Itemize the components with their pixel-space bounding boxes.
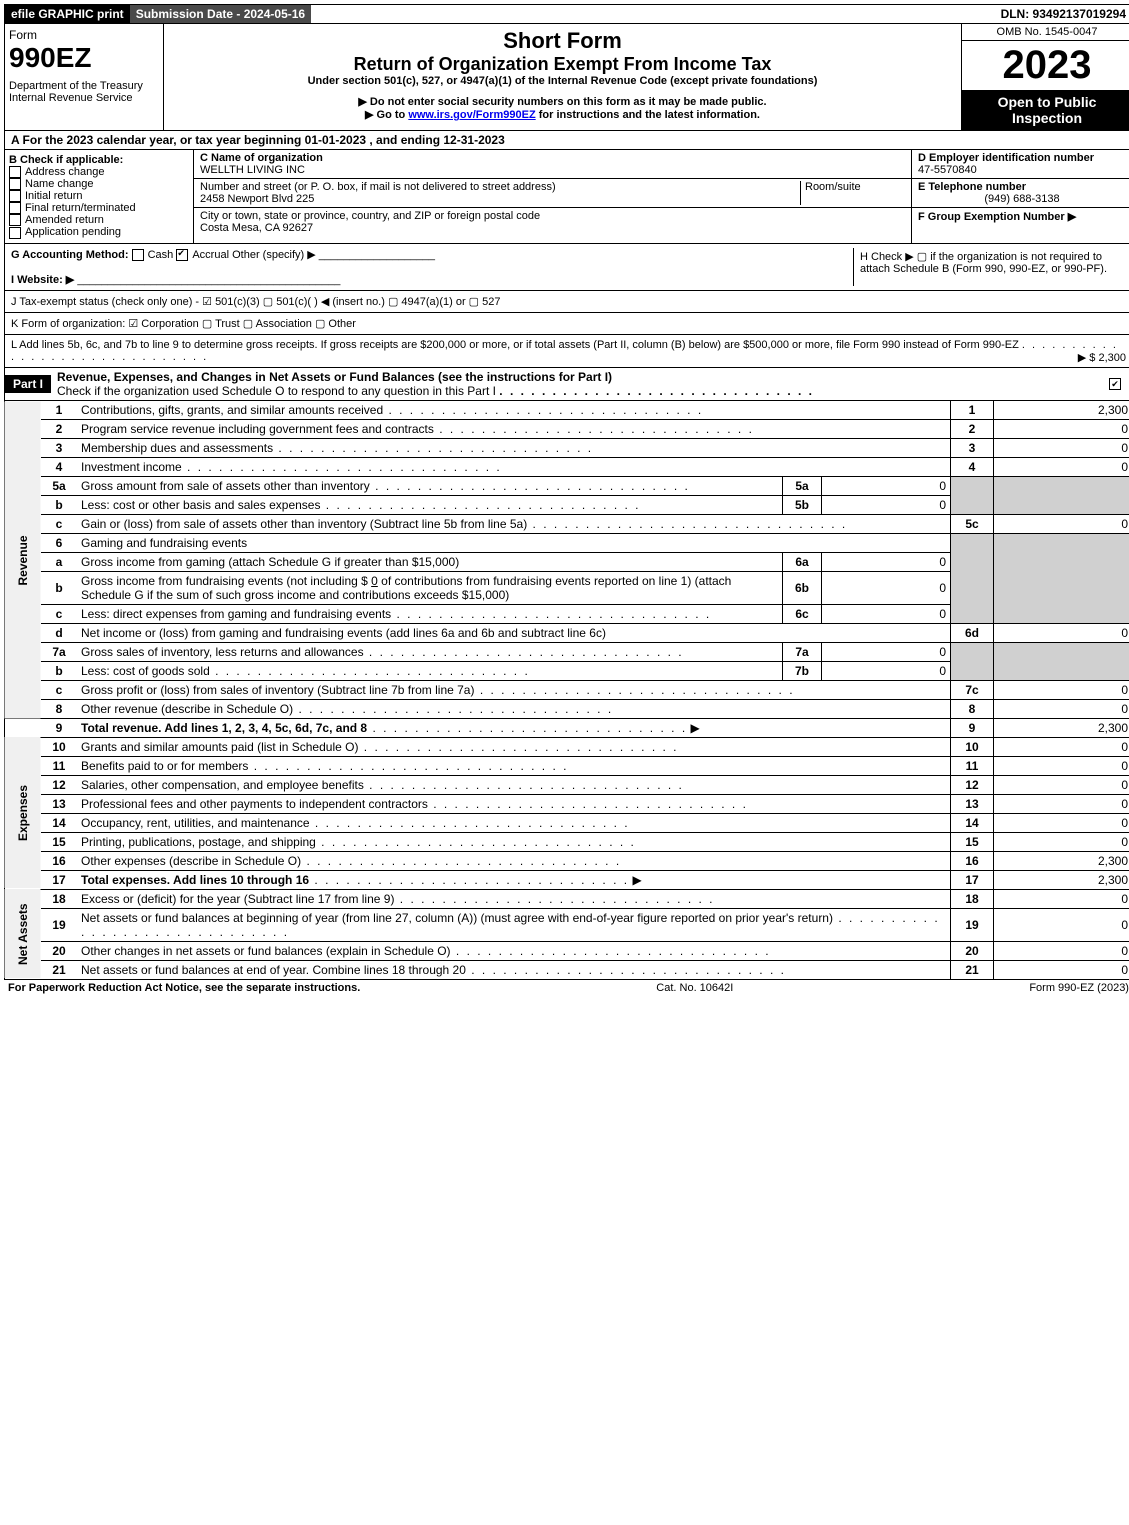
cb-name-change[interactable] <box>9 178 21 190</box>
goto-instructions: ▶ Go to www.irs.gov/Form990EZ for instru… <box>168 108 957 121</box>
cat-no: Cat. No. 10642I <box>656 982 733 994</box>
cb-initial-return[interactable] <box>9 190 21 202</box>
expenses-label: Expenses <box>5 737 42 889</box>
group-exemption-label: F Group Exemption Number ▶ <box>918 211 1076 223</box>
l-gross-receipts: L Add lines 5b, 6c, and 7b to line 9 to … <box>4 335 1129 368</box>
l-amount: ▶ $ 2,300 <box>1078 351 1126 364</box>
form-number: 990EZ <box>9 42 159 74</box>
form-word: Form <box>9 28 159 42</box>
cb-cash[interactable] <box>132 249 144 261</box>
row-g-h: G Accounting Method: Cash Accrual Other … <box>4 244 1129 291</box>
submission-date: Submission Date - 2024-05-16 <box>130 5 311 23</box>
cb-amended[interactable] <box>9 214 21 226</box>
omb-number: OMB No. 1545-0047 <box>962 24 1129 41</box>
title-return: Return of Organization Exempt From Incom… <box>168 54 957 75</box>
street-label: Number and street (or P. O. box, if mail… <box>200 181 556 193</box>
info-grid: B Check if applicable: Address change Na… <box>4 150 1129 244</box>
open-public: Open to Public Inspection <box>962 90 1129 130</box>
cb-final-return[interactable] <box>9 202 21 214</box>
ssn-warning: ▶ Do not enter social security numbers o… <box>168 95 957 108</box>
part-i-label: Part I <box>5 375 51 393</box>
c-name-label: C Name of organization <box>200 152 323 164</box>
tax-year: 2023 <box>962 41 1129 90</box>
h-schedule-b: H Check ▶ ▢ if the organization is not r… <box>853 248 1126 286</box>
title-short-form: Short Form <box>168 28 957 54</box>
cb-address-change[interactable] <box>9 166 21 178</box>
form-header: Form 990EZ Department of the Treasury In… <box>4 24 1129 131</box>
telephone: (949) 688-3138 <box>918 193 1126 205</box>
part-i-title: Revenue, Expenses, and Changes in Net As… <box>57 370 612 384</box>
form-ref: Form 990-EZ (2023) <box>1029 982 1129 994</box>
tel-label: E Telephone number <box>918 181 1026 193</box>
under-section: Under section 501(c), 527, or 4947(a)(1)… <box>168 75 957 87</box>
city-label: City or town, state or province, country… <box>200 210 540 222</box>
i-website: I Website: ▶ <box>11 274 74 286</box>
street-address: 2458 Newport Blvd 225 <box>200 193 314 205</box>
ein-label: D Employer identification number <box>918 152 1094 164</box>
efile-graphic-print[interactable]: efile GRAPHIC print <box>5 5 130 23</box>
room-suite-label: Room/suite <box>800 181 905 205</box>
section-c: C Name of organization WELLTH LIVING INC… <box>194 150 911 243</box>
irs-link[interactable]: www.irs.gov/Form990EZ <box>408 109 535 121</box>
cb-application-pending[interactable] <box>9 227 21 239</box>
lines-table: Revenue 1 Contributions, gifts, grants, … <box>4 401 1129 980</box>
dept-treasury: Department of the Treasury <box>9 80 159 92</box>
part-i-check: Check if the organization used Schedule … <box>57 384 496 398</box>
section-b: B Check if applicable: Address change Na… <box>5 150 194 243</box>
footer: For Paperwork Reduction Act Notice, see … <box>4 980 1129 996</box>
cb-accrual[interactable] <box>176 249 188 261</box>
top-bar: efile GRAPHIC print Submission Date - 20… <box>4 4 1129 24</box>
paperwork-notice: For Paperwork Reduction Act Notice, see … <box>8 982 360 994</box>
section-d: D Employer identification number 47-5570… <box>911 150 1129 243</box>
revenue-label: Revenue <box>5 401 42 719</box>
j-tax-exempt: J Tax-exempt status (check only one) - ☑… <box>4 291 1129 313</box>
irs-label: Internal Revenue Service <box>9 92 159 104</box>
city-state-zip: Costa Mesa, CA 92627 <box>200 222 313 234</box>
section-a-calendar: A For the 2023 calendar year, or tax yea… <box>4 131 1129 150</box>
org-name: WELLTH LIVING INC <box>200 164 305 176</box>
ein-value: 47-5570840 <box>918 164 977 176</box>
b-label: B Check if applicable: <box>9 154 189 166</box>
val-1: 2,300 <box>994 401 1129 420</box>
cb-schedule-o[interactable] <box>1109 378 1121 390</box>
dln: DLN: 93492137019294 <box>995 5 1129 23</box>
k-form-org: K Form of organization: ☑ Corporation ▢ … <box>4 313 1129 335</box>
part-i-header: Part I Revenue, Expenses, and Changes in… <box>4 368 1129 401</box>
g-label: G Accounting Method: <box>11 249 129 261</box>
net-assets-label: Net Assets <box>5 889 42 979</box>
